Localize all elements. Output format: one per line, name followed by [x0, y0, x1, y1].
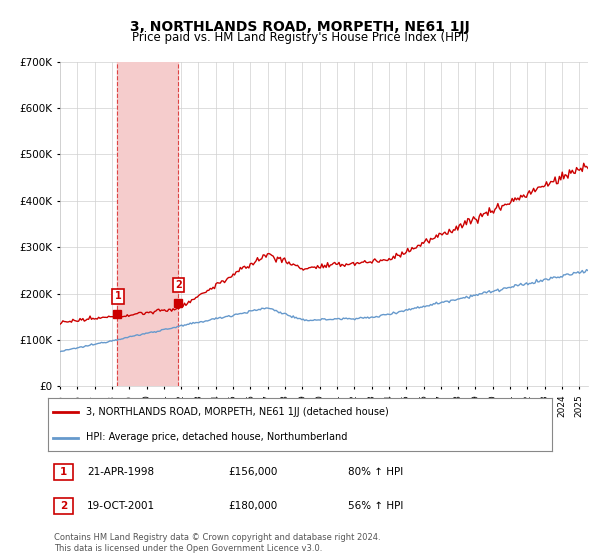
Text: Price paid vs. HM Land Registry's House Price Index (HPI): Price paid vs. HM Land Registry's House …: [131, 31, 469, 44]
Text: 19-OCT-2001: 19-OCT-2001: [87, 501, 155, 511]
Text: 56% ↑ HPI: 56% ↑ HPI: [348, 501, 403, 511]
Text: HPI: Average price, detached house, Northumberland: HPI: Average price, detached house, Nort…: [86, 432, 347, 442]
Bar: [117, 62, 178, 386]
Text: 80% ↑ HPI: 80% ↑ HPI: [348, 467, 403, 477]
Text: 2: 2: [175, 280, 182, 290]
Text: Contains HM Land Registry data © Crown copyright and database right 2024.
This d: Contains HM Land Registry data © Crown c…: [54, 533, 380, 553]
Text: £156,000: £156,000: [228, 467, 277, 477]
Text: £180,000: £180,000: [228, 501, 277, 511]
Text: 3, NORTHLANDS ROAD, MORPETH, NE61 1JJ: 3, NORTHLANDS ROAD, MORPETH, NE61 1JJ: [130, 20, 470, 34]
Text: 2: 2: [60, 501, 67, 511]
Text: 3, NORTHLANDS ROAD, MORPETH, NE61 1JJ (detached house): 3, NORTHLANDS ROAD, MORPETH, NE61 1JJ (d…: [86, 408, 389, 418]
Text: 1: 1: [115, 291, 121, 301]
Text: 21-APR-1998: 21-APR-1998: [87, 467, 154, 477]
Text: 1: 1: [60, 467, 67, 477]
